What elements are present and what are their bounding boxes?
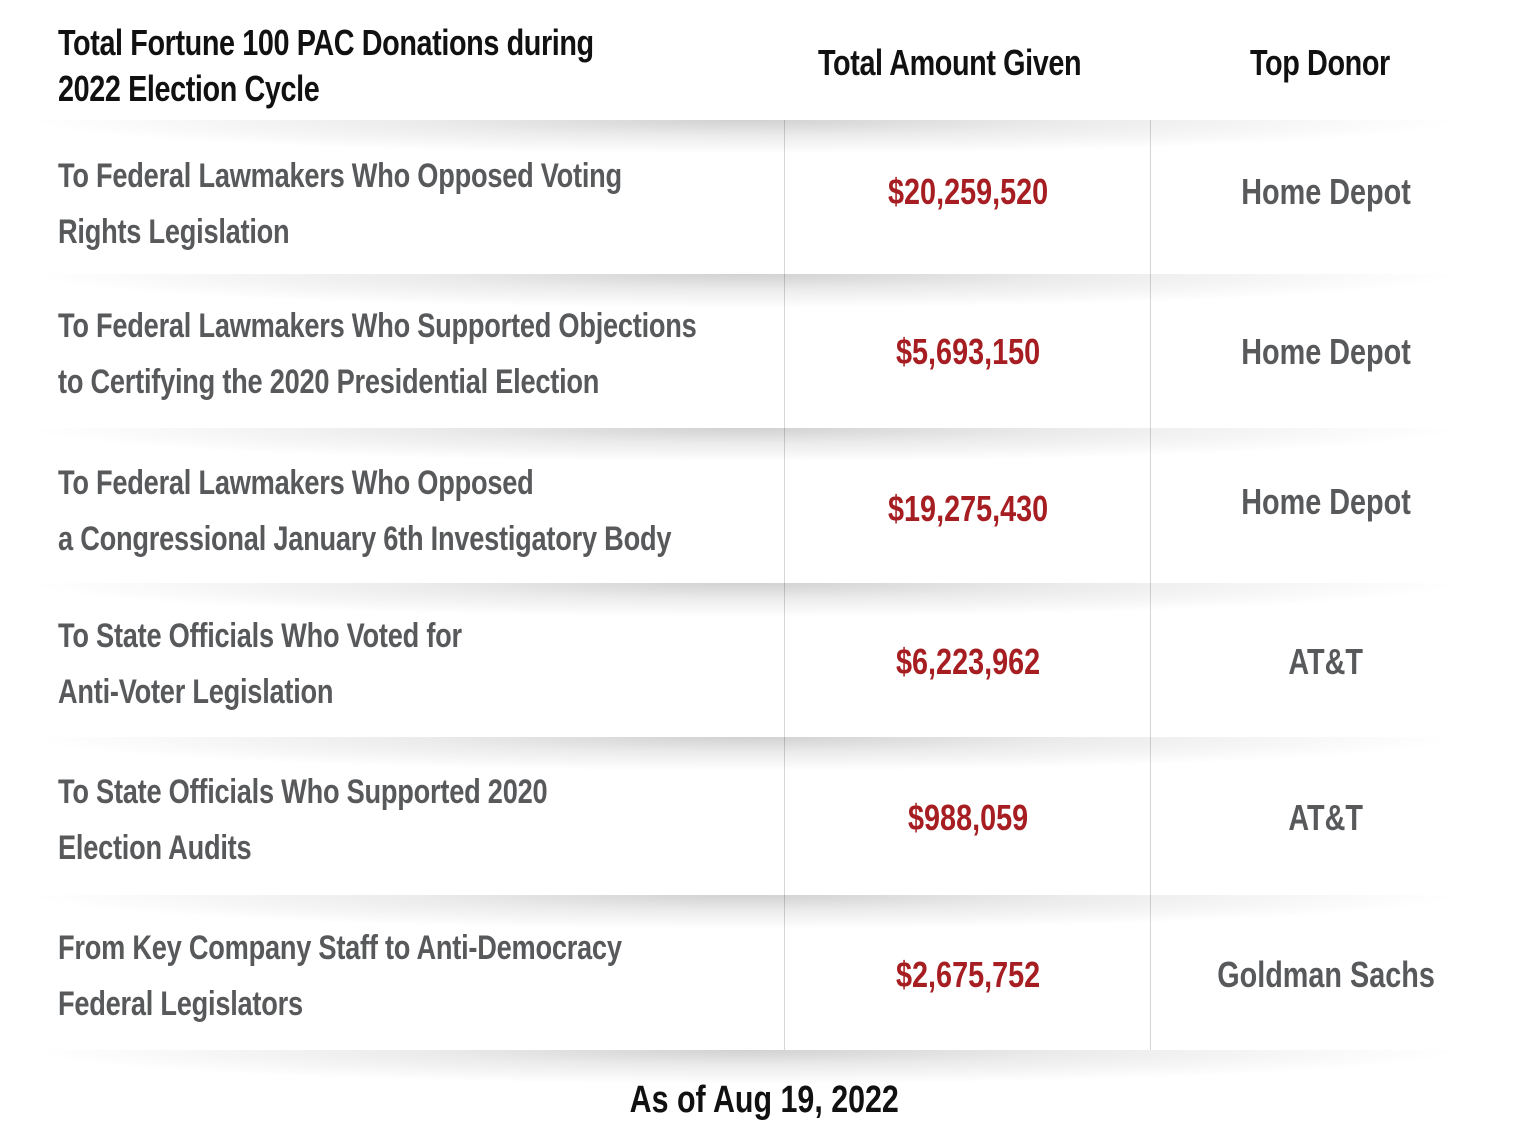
- table-row-donor: Home Depot: [1151, 330, 1501, 374]
- donor-value: AT&T: [1288, 641, 1364, 682]
- table-row-amount: $6,223,962: [785, 640, 1151, 684]
- table-row-label-line: To Federal Lawmakers Who Opposed: [58, 464, 534, 502]
- table-row-label-line: Anti-Voter Legislation: [58, 673, 334, 711]
- amount-value: $19,275,430: [887, 488, 1049, 529]
- table-row-label: To Federal Lawmakers Who Opposed Voting …: [58, 148, 746, 260]
- table-row-label: To State Officials Who Supported 2020 El…: [58, 764, 746, 876]
- amount-value: $2,675,752: [895, 954, 1041, 995]
- table-row-amount: $5,693,150: [785, 330, 1151, 374]
- column-header-amount: Total Amount Given: [818, 42, 1082, 83]
- table-row-label-line: Rights Legislation: [58, 213, 290, 251]
- table-row-label-line: To Federal Lawmakers Who Opposed Voting: [58, 157, 622, 195]
- column-header-category-line-1: Total Fortune 100 PAC Donations during: [58, 22, 594, 63]
- row-separator: [30, 895, 1460, 929]
- table-row-donor: Goldman Sachs: [1151, 953, 1501, 997]
- table-row-amount: $2,675,752: [785, 953, 1151, 997]
- table-row-label: To Federal Lawmakers Who Supported Objec…: [58, 298, 746, 410]
- table-row-label-line: a Congressional January 6th Investigator…: [58, 520, 672, 558]
- column-header-top-donor: Top Donor: [1250, 42, 1390, 83]
- table-row-label: From Key Company Staff to Anti-Democracy…: [58, 920, 746, 1032]
- row-separator: [30, 120, 1460, 154]
- table-row-label-line: Federal Legislators: [58, 985, 303, 1023]
- table-row-donor: Home Depot: [1151, 480, 1501, 524]
- footnote-text: As of Aug 19, 2022: [629, 1079, 900, 1121]
- table-row-label-line: to Certifying the 2020 Presidential Elec…: [58, 363, 600, 401]
- row-separator: [30, 1050, 1460, 1084]
- table-row-donor: AT&T: [1151, 640, 1501, 684]
- table-row-label-line: To State Officials Who Supported 2020: [58, 773, 548, 811]
- table-row-donor: Home Depot: [1151, 170, 1501, 214]
- table-row-label-line: To State Officials Who Voted for: [58, 617, 462, 655]
- table-row-label: To State Officials Who Voted for Anti-Vo…: [58, 608, 746, 720]
- donor-value: Home Depot: [1241, 331, 1411, 372]
- column-header-category-line-2: 2022 Election Cycle: [58, 68, 320, 109]
- table-row-label-line: From Key Company Staff to Anti-Democracy: [58, 929, 622, 967]
- amount-value: $5,693,150: [895, 331, 1041, 372]
- amount-value: $6,223,962: [895, 641, 1041, 682]
- table-row-label-line: Election Audits: [58, 829, 252, 867]
- row-separator: [30, 428, 1460, 462]
- amount-value: $988,059: [907, 797, 1029, 838]
- row-separator: [30, 583, 1460, 617]
- table-row-label-line: To Federal Lawmakers Who Supported Objec…: [58, 307, 697, 345]
- donor-value: AT&T: [1288, 797, 1364, 838]
- column-divider-1: [784, 120, 785, 1050]
- column-header-category: Total Fortune 100 PAC Donations during 2…: [58, 20, 706, 112]
- table-row-amount: $20,259,520: [785, 170, 1151, 214]
- row-separator: [30, 274, 1460, 308]
- row-separator: [30, 737, 1460, 771]
- donor-value: Home Depot: [1241, 171, 1411, 212]
- amount-value: $20,259,520: [887, 171, 1049, 212]
- footnote: As of Aug 19, 2022: [0, 1076, 1529, 1124]
- donor-value: Home Depot: [1241, 481, 1411, 522]
- table-row-label: To Federal Lawmakers Who Opposed a Congr…: [58, 455, 746, 567]
- column-divider-2: [1150, 120, 1151, 1050]
- table-row-donor: AT&T: [1151, 796, 1501, 840]
- table-row-amount: $19,275,430: [785, 487, 1151, 531]
- donor-value: Goldman Sachs: [1217, 954, 1435, 995]
- table-row-amount: $988,059: [785, 796, 1151, 840]
